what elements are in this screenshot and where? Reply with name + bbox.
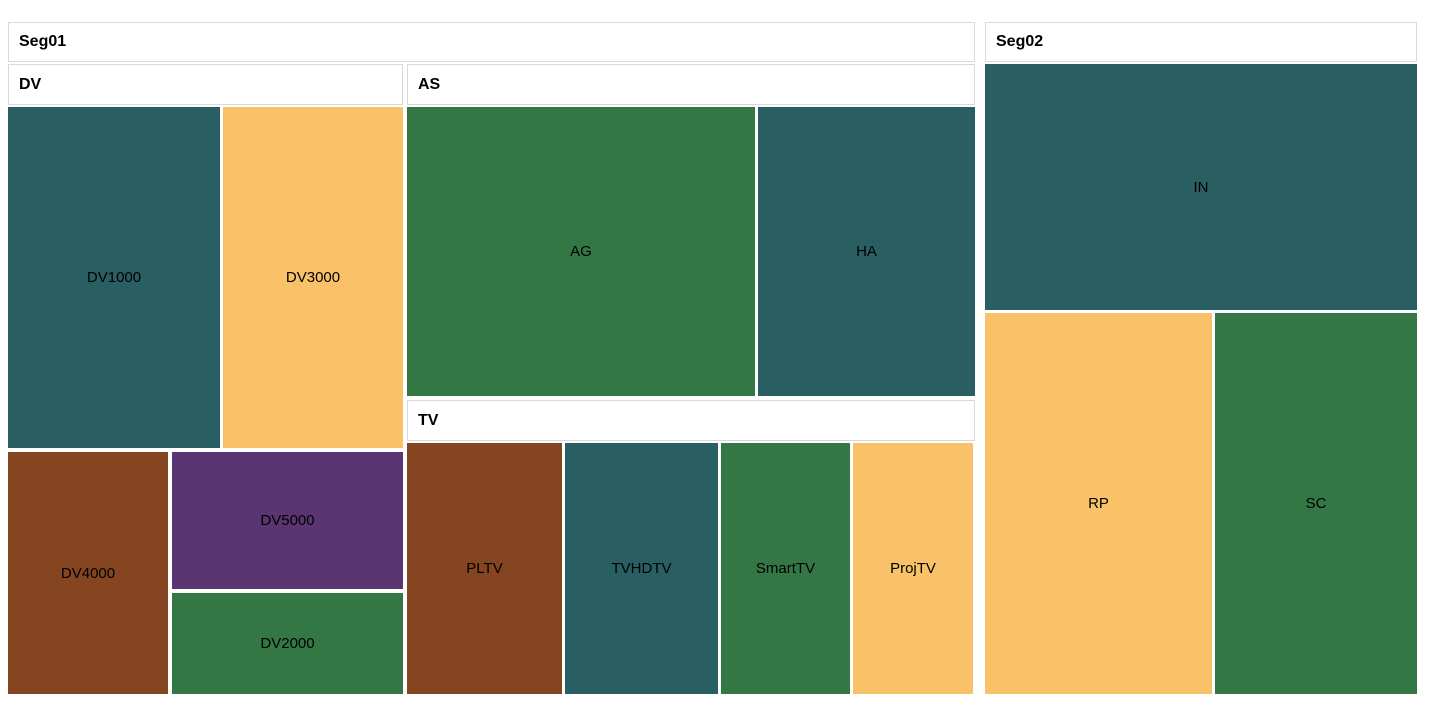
treemap-tile-projtv[interactable]: ProjTV bbox=[853, 443, 973, 694]
treemap-tile-in[interactable]: IN bbox=[985, 64, 1417, 310]
treemap-tile-dv3000[interactable]: DV3000 bbox=[223, 107, 403, 448]
treemap-tile-ag[interactable]: AG bbox=[407, 107, 755, 396]
treemap-tile-label-dv3000: DV3000 bbox=[285, 269, 341, 286]
treemap-tile-label-projtv: ProjTV bbox=[890, 560, 936, 577]
treemap-group-label-seg02: Seg02 bbox=[996, 33, 1044, 50]
treemap-tile-label-sc: SC bbox=[1305, 495, 1327, 512]
treemap-group-header-dv[interactable]: DV bbox=[8, 64, 403, 105]
treemap-tile-label-dv2000: DV2000 bbox=[260, 635, 315, 652]
treemap-group-header-as[interactable]: AS bbox=[407, 64, 975, 105]
treemap-tile-dv4000[interactable]: DV4000 bbox=[8, 452, 168, 694]
treemap-tile-tvhdtv[interactable]: TVHDTV bbox=[565, 443, 718, 694]
treemap-tile-label-ha: HA bbox=[856, 243, 877, 260]
treemap-tile-label-in: IN bbox=[1193, 178, 1209, 196]
treemap-tile-sc[interactable]: SC bbox=[1215, 313, 1417, 694]
treemap-tile-label-pltv: PLTV bbox=[466, 560, 503, 577]
treemap-tile-rp[interactable]: RP bbox=[985, 313, 1212, 694]
treemap-group-header-tv[interactable]: TV bbox=[407, 400, 975, 441]
treemap-group-label-tv: TV bbox=[418, 411, 439, 429]
treemap-tile-label-dv4000: DV4000 bbox=[60, 564, 116, 582]
treemap-tile-label-dv5000: DV5000 bbox=[260, 512, 315, 529]
treemap-group-label-as: AS bbox=[418, 75, 441, 93]
treemap-tile-ha[interactable]: HA bbox=[758, 107, 975, 396]
treemap-group-header-seg02[interactable]: Seg02 bbox=[985, 22, 1417, 62]
treemap-tile-label-ag: AG bbox=[570, 243, 592, 260]
treemap-tile-pltv[interactable]: PLTV bbox=[407, 443, 562, 694]
treemap-tile-label-rp: RP bbox=[1088, 495, 1109, 512]
treemap-tile-label-dv1000: DV1000 bbox=[86, 269, 142, 286]
treemap-tile-dv5000[interactable]: DV5000 bbox=[172, 452, 403, 589]
treemap-group-label-seg01: Seg01 bbox=[19, 33, 67, 50]
treemap-tile-dv2000[interactable]: DV2000 bbox=[172, 593, 403, 694]
treemap-group-label-dv: DV bbox=[19, 75, 42, 93]
treemap-tile-smarttv[interactable]: SmartTV bbox=[721, 443, 850, 694]
treemap-tile-dv1000[interactable]: DV1000 bbox=[8, 107, 220, 448]
treemap-group-header-seg01[interactable]: Seg01 bbox=[8, 22, 975, 62]
treemap-tile-label-smarttv: SmartTV bbox=[755, 560, 816, 577]
treemap-tile-label-tvhdtv: TVHDTV bbox=[611, 560, 672, 577]
